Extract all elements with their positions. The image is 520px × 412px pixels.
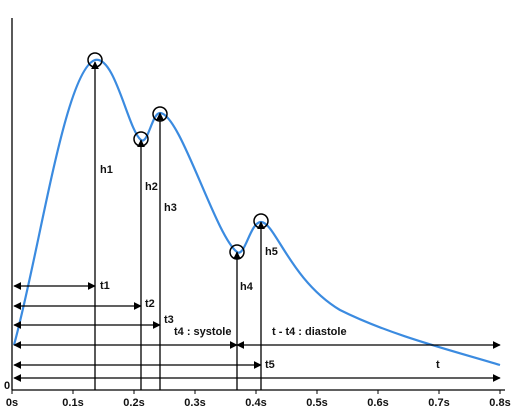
height-label: h5 [265,246,278,258]
origin-label: 0 [4,380,10,392]
peak-circle [253,213,269,229]
peak-circles [87,52,269,260]
interval-label: t1 [100,280,110,292]
x-tick-label: 0.2s [123,397,144,409]
peak-circle [133,131,149,147]
peak-circle [229,244,245,260]
height-lines [91,61,265,390]
x-tick-label: 0.8s [489,397,510,409]
height-label: h1 [100,164,113,176]
height-label: h2 [145,181,158,193]
x-tick-label: 0.3s [184,397,205,409]
height-label: h3 [164,202,177,214]
x-tick-label: 0.1s [62,397,83,409]
interval-label: t4 : systole [174,326,231,338]
interval-arrows [13,282,501,382]
x-tick-label: 0.7s [428,397,449,409]
interval-label: t [436,359,440,371]
x-ticks: 0s 0.1s 0.2s 0.3s 0.4s 0.5s 0.6s 0.7s 0.8s [6,390,511,409]
x-tick-label: 0.5s [306,397,327,409]
interval-label: t2 [145,298,155,310]
axes [11,18,505,391]
x-tick-label: 0s [6,397,18,409]
peak-circle [87,52,103,68]
interval-label: t5 [265,359,275,371]
pulse-curve [12,58,501,367]
height-label: h4 [240,281,254,293]
peak-circle [152,106,168,122]
interval-label: t3 [164,314,174,326]
x-tick-label: 0.6s [367,397,388,409]
x-tick-label: 0.4s [245,397,266,409]
interval-label: t - t4 : diastole [272,326,347,338]
